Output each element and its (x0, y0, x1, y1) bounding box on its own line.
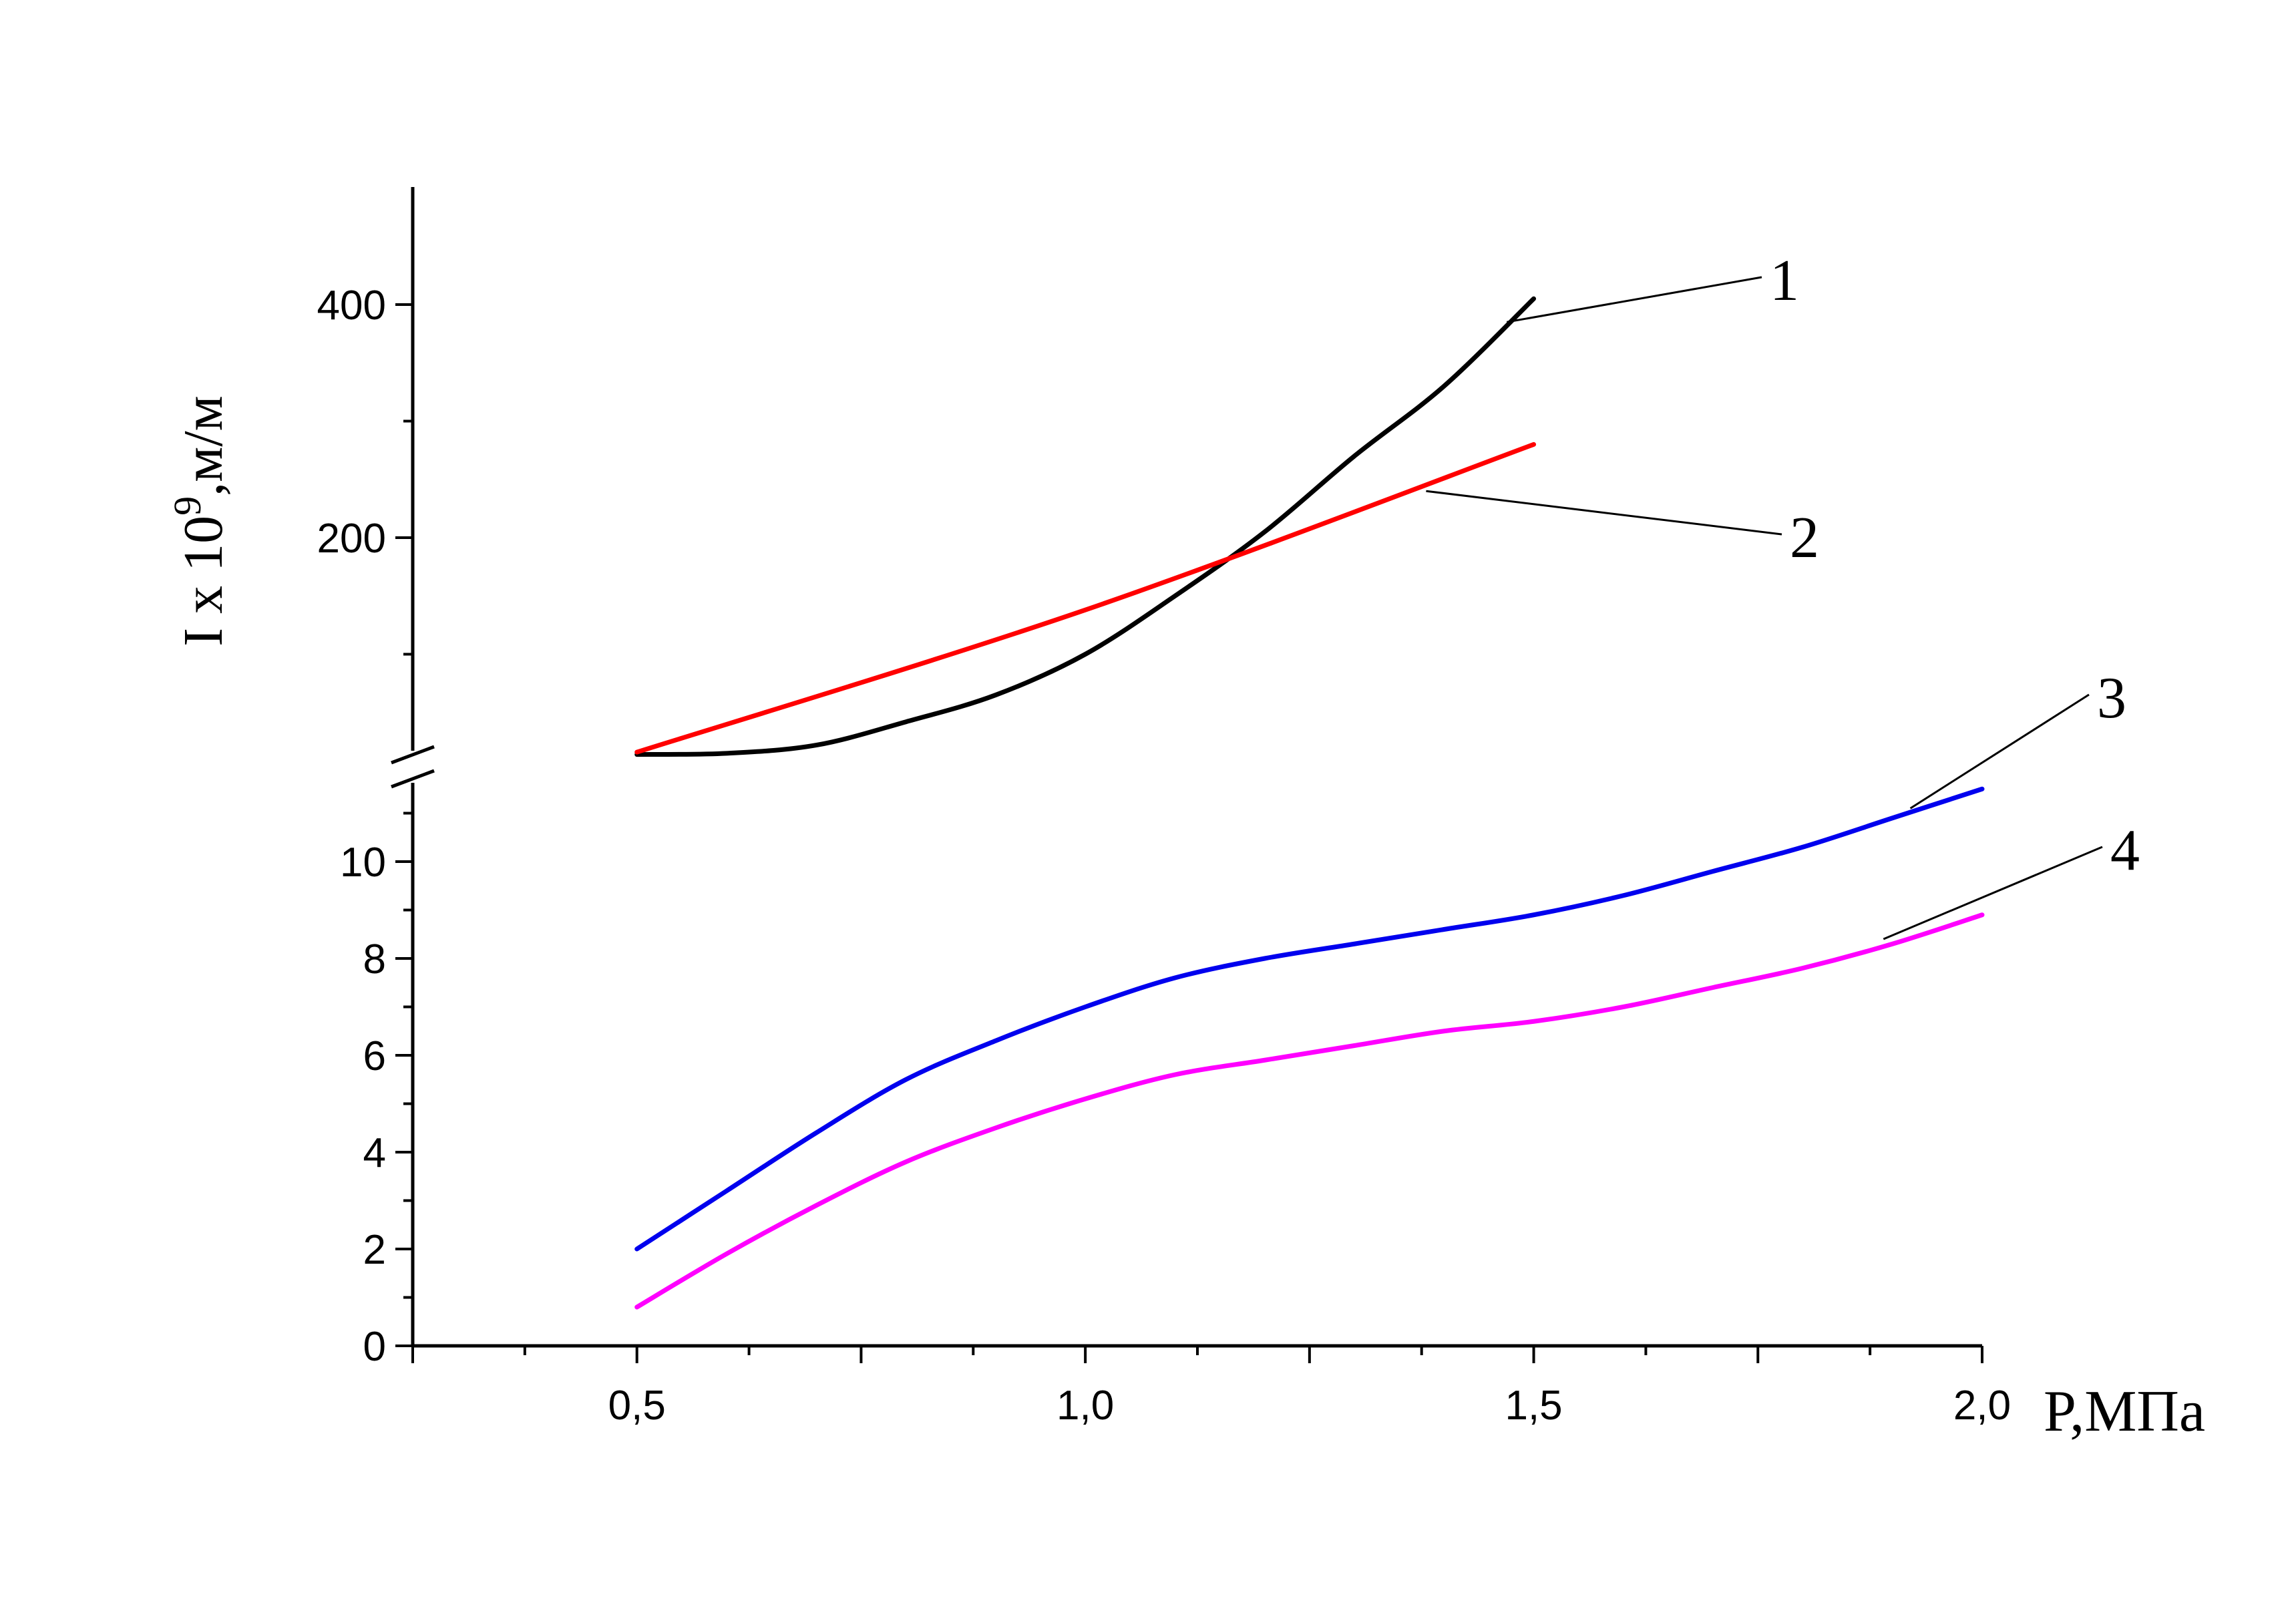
curve-label-leader (1883, 846, 2103, 940)
y-axis-label-exponent: 9 (166, 496, 209, 516)
curve-label: 1 (1770, 248, 1799, 313)
x-tick-label: 1,0 (1057, 1383, 1114, 1429)
y-tick-label: 0 (363, 1324, 386, 1370)
x-tick-label: 1,5 (1505, 1383, 1562, 1429)
series-line-2 (634, 441, 1537, 755)
curve-label-leader (1507, 276, 1762, 323)
curve-label: 4 (2110, 818, 2140, 883)
y-axis-break-mark (391, 745, 435, 765)
y-axis-label-base: I x 10 (172, 516, 234, 647)
y-axis-label: I x 109,м/м (166, 395, 235, 647)
y-tick-label: 200 (317, 516, 386, 562)
y-axis-break-mark (391, 769, 435, 789)
y-tick-label: 4 (363, 1130, 386, 1176)
x-tick-label: 2,0 (1953, 1383, 2011, 1429)
curve-label: 2 (1790, 506, 1819, 570)
y-tick-label: 10 (340, 840, 386, 886)
axes-layer (391, 187, 1983, 1363)
y-tick-label: 8 (363, 936, 386, 982)
y-tick-label: 400 (317, 283, 386, 329)
curve-label: 3 (2097, 666, 2126, 731)
series-line-3 (634, 786, 1985, 1252)
y-axis-label-suffix: ,м/м (172, 395, 234, 496)
y-tick-label: 2 (363, 1227, 386, 1273)
curve-label-leader (1426, 490, 1782, 536)
x-axis-label: P,МПа (2044, 1379, 2205, 1444)
y-tick-label: 6 (363, 1033, 386, 1079)
series-line-1 (634, 296, 1537, 757)
series-line-4 (634, 912, 1985, 1310)
curve-label-leader (1909, 693, 2090, 810)
series-layer (634, 296, 1985, 1310)
x-tick-label: 0,5 (608, 1383, 666, 1429)
